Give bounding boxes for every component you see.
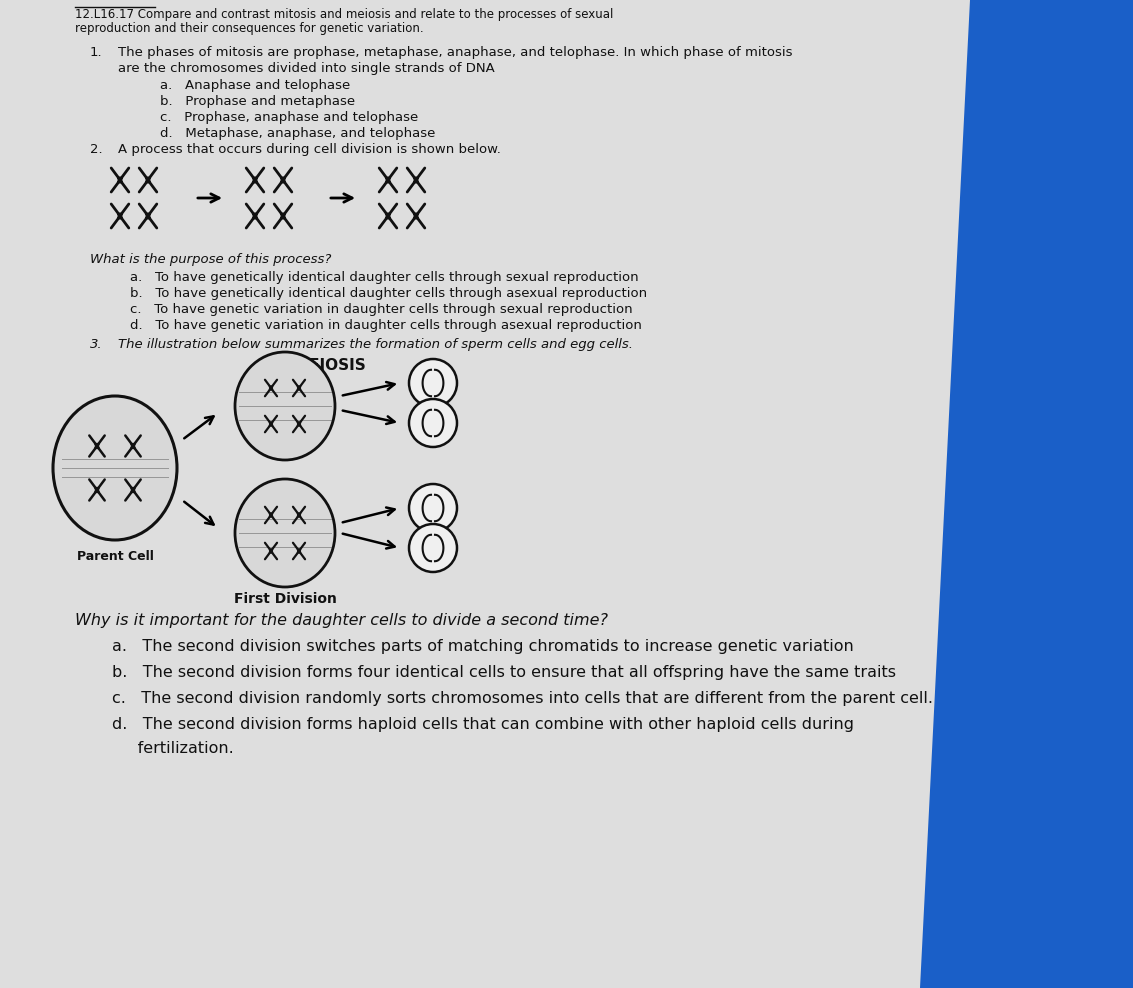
Text: The illustration below summarizes the formation of sperm cells and egg cells.: The illustration below summarizes the fo…	[118, 338, 633, 351]
Circle shape	[409, 524, 457, 572]
Text: a.   To have genetically identical daughter cells through sexual reproduction: a. To have genetically identical daughte…	[130, 271, 639, 284]
Text: The phases of mitosis are prophase, metaphase, anaphase, and telophase. In which: The phases of mitosis are prophase, meta…	[118, 46, 792, 59]
Text: A process that occurs during cell division is shown below.: A process that occurs during cell divisi…	[118, 143, 501, 156]
Text: b.   Prophase and metaphase: b. Prophase and metaphase	[160, 95, 355, 108]
Text: a.   Anaphase and telophase: a. Anaphase and telophase	[160, 79, 350, 92]
Text: c.   The second division randomly sorts chromosomes into cells that are differen: c. The second division randomly sorts ch…	[112, 691, 932, 706]
Text: fertilization.: fertilization.	[112, 741, 233, 756]
Text: d.   To have genetic variation in daughter cells through asexual reproduction: d. To have genetic variation in daughter…	[130, 319, 642, 332]
Text: First Division: First Division	[233, 592, 337, 606]
Text: What is the purpose of this process?: What is the purpose of this process?	[90, 253, 331, 266]
Text: Why is it important for the daughter cells to divide a second time?: Why is it important for the daughter cel…	[75, 613, 608, 628]
Text: reproduction and their consequences for genetic variation.: reproduction and their consequences for …	[75, 22, 424, 35]
Text: 12.L16.17 Compare and contrast mitosis and meiosis and relate to the processes o: 12.L16.17 Compare and contrast mitosis a…	[75, 8, 613, 21]
Text: Parent Cell: Parent Cell	[77, 550, 153, 563]
Ellipse shape	[235, 352, 335, 460]
Ellipse shape	[53, 396, 177, 540]
Circle shape	[409, 359, 457, 407]
Circle shape	[409, 484, 457, 532]
Text: a.   The second division switches parts of matching chromatids to increase genet: a. The second division switches parts of…	[112, 639, 854, 654]
Text: b.   To have genetically identical daughter cells through asexual reproduction: b. To have genetically identical daughte…	[130, 287, 647, 300]
Text: c.   Prophase, anaphase and telophase: c. Prophase, anaphase and telophase	[160, 111, 418, 124]
Text: c.   To have genetic variation in daughter cells through sexual reproduction: c. To have genetic variation in daughter…	[130, 303, 632, 316]
Text: d.   Metaphase, anaphase, and telophase: d. Metaphase, anaphase, and telophase	[160, 127, 435, 140]
Text: 2.: 2.	[90, 143, 103, 156]
Text: MEIOSIS: MEIOSIS	[295, 358, 366, 373]
Text: 1.: 1.	[90, 46, 103, 59]
Text: 3.: 3.	[90, 338, 103, 351]
Text: d.   The second division forms haploid cells that can combine with other haploid: d. The second division forms haploid cel…	[112, 717, 854, 732]
Text: b.   The second division forms four identical cells to ensure that all offspring: b. The second division forms four identi…	[112, 665, 896, 680]
Ellipse shape	[235, 479, 335, 587]
Polygon shape	[0, 0, 970, 988]
Circle shape	[409, 399, 457, 447]
Text: are the chromosomes divided into single strands of DNA: are the chromosomes divided into single …	[118, 62, 495, 75]
